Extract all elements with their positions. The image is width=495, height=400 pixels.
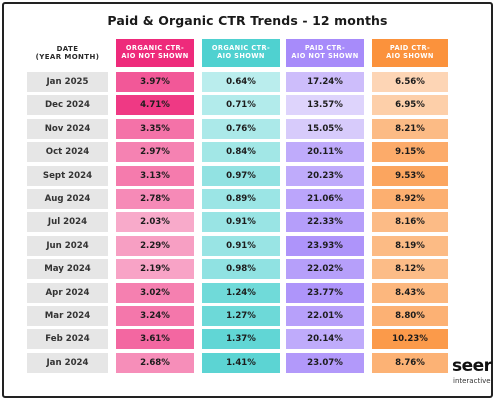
cell-paid-ctr-aio-shown: 6.56% [372,72,448,92]
cell-organic-ctr-aio-shown: 0.97% [202,165,280,186]
cell-organic-ctr-aio-not-shown: 3.02% [116,282,194,303]
cell-paid-ctr-aio-shown: 8.43% [372,282,448,303]
logo-wordmark: seer [452,356,492,376]
cell-organic-ctr-aio-not-shown: 3.97% [116,72,194,92]
header-date: DATE (YEAR MONTH) [35,44,100,61]
cell-organic-ctr-aio-not-shown: 2.97% [116,142,194,163]
cell-date: Apr 2024 [27,282,108,303]
logo-subtitle: interactive [453,377,491,385]
seer-logo: seer interactive [452,356,495,392]
cell-organic-ctr-aio-not-shown: 3.61% [116,329,194,350]
cell-paid-ctr-aio-shown: 9.53% [372,165,448,186]
cell-organic-ctr-aio-shown: 0.98% [202,259,280,280]
cell-date: Nov 2024 [27,118,108,139]
cell-date: Oct 2024 [27,142,108,163]
header-organic-ctr-aio-shown: ORGANIC CTR- AIO SHOWN [202,39,280,67]
cell-organic-ctr-aio-not-shown: 2.68% [116,352,194,373]
cell-organic-ctr-aio-not-shown: 2.03% [116,212,194,233]
cell-paid-ctr-aio-not-shown: 20.11% [286,142,364,163]
cell-paid-ctr-aio-not-shown: 22.33% [286,212,364,233]
cell-date: Dec 2024 [27,95,108,116]
cell-organic-ctr-aio-shown: 0.89% [202,189,280,209]
cell-organic-ctr-aio-shown: 1.41% [202,352,280,373]
cell-paid-ctr-aio-not-shown: 23.93% [286,235,364,256]
cell-organic-ctr-aio-not-shown: 4.71% [116,95,194,116]
cell-paid-ctr-aio-shown: 10.23% [372,329,448,350]
cell-paid-ctr-aio-shown: 9.15% [372,142,448,163]
cell-organic-ctr-aio-not-shown: 2.29% [116,235,194,256]
cell-paid-ctr-aio-shown: 8.19% [372,235,448,256]
cell-paid-ctr-aio-shown: 8.16% [372,212,448,233]
cell-organic-ctr-aio-shown: 0.84% [202,142,280,163]
cell-organic-ctr-aio-shown: 0.71% [202,95,280,116]
cell-date: Aug 2024 [27,189,108,209]
cell-organic-ctr-aio-not-shown: 3.35% [116,118,194,139]
cell-date: Mar 2024 [27,306,108,326]
cell-paid-ctr-aio-not-shown: 13.57% [286,95,364,116]
cell-paid-ctr-aio-shown: 6.95% [372,95,448,116]
cell-paid-ctr-aio-not-shown: 22.01% [286,306,364,326]
cell-paid-ctr-aio-not-shown: 22.02% [286,259,364,280]
cell-paid-ctr-aio-shown: 8.12% [372,259,448,280]
cell-organic-ctr-aio-not-shown: 3.13% [116,165,194,186]
cell-date: Sept 2024 [27,165,108,186]
cell-paid-ctr-aio-not-shown: 21.06% [286,189,364,209]
cell-date: May 2024 [27,259,108,280]
header-paid-ctr-aio-not-shown: PAID CTR- AIO NOT SHOWN [286,39,364,67]
chart-title: Paid & Organic CTR Trends - 12 months [107,13,388,28]
cell-organic-ctr-aio-shown: 0.91% [202,212,280,233]
cell-date: Jul 2024 [27,212,108,233]
cell-organic-ctr-aio-shown: 0.64% [202,72,280,92]
cell-date: Feb 2024 [27,329,108,350]
cell-date: Jun 2024 [27,235,108,256]
cell-paid-ctr-aio-not-shown: 20.14% [286,329,364,350]
cell-paid-ctr-aio-shown: 8.21% [372,118,448,139]
cell-organic-ctr-aio-shown: 0.76% [202,118,280,139]
cell-paid-ctr-aio-not-shown: 23.07% [286,352,364,373]
cell-organic-ctr-aio-shown: 1.24% [202,282,280,303]
cell-organic-ctr-aio-shown: 0.91% [202,235,280,256]
cell-organic-ctr-aio-not-shown: 2.78% [116,189,194,209]
cell-paid-ctr-aio-shown: 8.92% [372,189,448,209]
cell-date: Jan 2025 [27,72,108,92]
cell-paid-ctr-aio-not-shown: 20.23% [286,165,364,186]
cell-paid-ctr-aio-shown: 8.76% [372,352,448,373]
cell-organic-ctr-aio-shown: 1.37% [202,329,280,350]
cell-organic-ctr-aio-shown: 1.27% [202,306,280,326]
cell-paid-ctr-aio-not-shown: 23.77% [286,282,364,303]
cell-paid-ctr-aio-shown: 8.80% [372,306,448,326]
cell-paid-ctr-aio-not-shown: 15.05% [286,118,364,139]
cell-organic-ctr-aio-not-shown: 3.24% [116,306,194,326]
cell-paid-ctr-aio-not-shown: 17.24% [286,72,364,92]
header-paid-ctr-aio-shown: PAID CTR- AIO SHOWN [372,39,448,67]
header-organic-ctr-aio-not-shown: ORGANIC CTR- AIO NOT SHOWN [116,39,194,67]
cell-date: Jan 2024 [27,352,108,373]
cell-organic-ctr-aio-not-shown: 2.19% [116,259,194,280]
